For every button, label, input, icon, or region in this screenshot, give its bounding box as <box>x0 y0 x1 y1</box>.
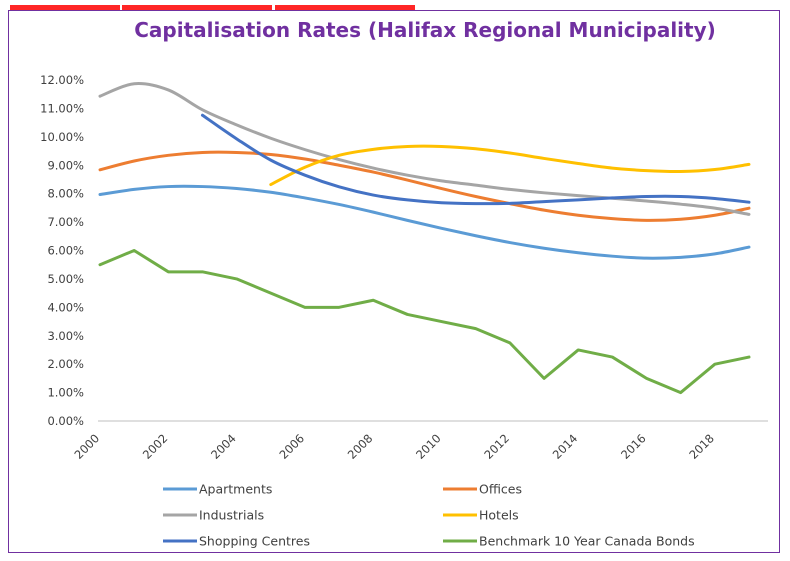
y-tick-labels: 0.00% 1.00% 2.00% 3.00% 4.00% 5.00% 6.00% 7.00%… <box>40 73 84 428</box>
series-lines <box>98 81 751 395</box>
series-line-industrials <box>98 81 751 216</box>
x-tick-label: 2018 <box>686 431 717 462</box>
y-tick-label: 10.00% <box>40 130 84 144</box>
legend-item: Apartments <box>163 482 272 497</box>
y-tick-label: 3.00% <box>47 329 84 343</box>
legend-label: Benchmark 10 Year Canada Bonds <box>479 534 695 549</box>
legend-label: Shopping Centres <box>199 534 310 549</box>
x-tick-label: 2008 <box>345 431 376 462</box>
x-tick-label: 2010 <box>413 431 444 462</box>
legend-item: Hotels <box>443 508 519 523</box>
x-tick-label: 2004 <box>208 431 239 462</box>
x-tick-label: 2014 <box>550 431 581 462</box>
series-line-benchmark-10-year-canada-bonds <box>98 249 751 395</box>
x-tick-label: 2000 <box>72 431 103 462</box>
y-tick-label: 5.00% <box>47 272 84 286</box>
legend-label: Industrials <box>199 508 264 523</box>
legend-item: Offices <box>443 482 522 497</box>
legend-item: Benchmark 10 Year Canada Bonds <box>443 534 695 549</box>
legend: Apartments Offices Industrials Hotels Shoppi… <box>163 482 695 549</box>
y-tick-label: 8.00% <box>47 187 84 201</box>
y-tick-label: 9.00% <box>47 158 84 172</box>
x-tick-label: 2006 <box>276 431 307 462</box>
legend-label: Offices <box>479 482 522 497</box>
y-tick-label: 2.00% <box>47 357 84 371</box>
y-tick-label: 7.00% <box>47 215 84 229</box>
x-tick-labels: 2000 2002 2004 2006 2008 2010 2012 2014 2016 2018 <box>72 431 717 462</box>
y-tick-label: 12.00% <box>40 73 84 87</box>
chart-title: Capitalisation Rates (Halifax Regional M… <box>134 18 716 42</box>
legend-item: Industrials <box>163 508 264 523</box>
x-tick-label: 2016 <box>618 431 649 462</box>
series-line-apartments <box>98 184 751 260</box>
y-tick-label: 11.00% <box>40 101 84 115</box>
y-tick-label: 0.00% <box>47 414 84 428</box>
chart-frame <box>8 10 780 553</box>
legend-item: Shopping Centres <box>163 534 310 549</box>
y-tick-label: 4.00% <box>47 300 84 314</box>
series-line-hotels <box>269 144 751 187</box>
cropped-heading-strip <box>0 0 790 12</box>
y-tick-label: 6.00% <box>47 244 84 258</box>
series-line-offices <box>98 150 751 222</box>
x-tick-label: 2012 <box>481 431 512 462</box>
y-tick-label: 1.00% <box>47 386 84 400</box>
x-tick-label: 2002 <box>140 431 171 462</box>
legend-label: Hotels <box>479 508 519 523</box>
series-line-shopping-centres <box>200 113 751 206</box>
legend-label: Apartments <box>199 482 272 497</box>
